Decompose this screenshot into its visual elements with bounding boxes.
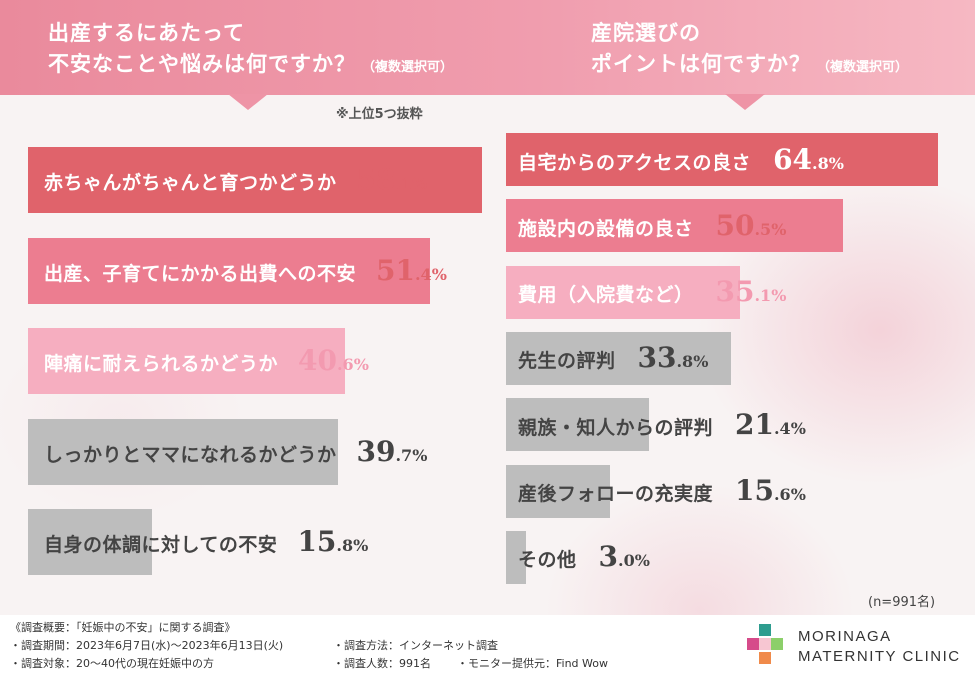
right-bar-label-4: 先生の評判 [518,350,616,373]
footer: 《調査概要：「妊娠中の不安」に関する調査》 ・調査期間：2023年6月7日(水)… [0,615,975,675]
right-header-arrow [725,94,765,110]
right-bar-label-7: その他 [518,549,577,572]
left-bar-2 [28,237,430,304]
survey-overview-title: 《調査概要：「妊娠中の不安」に関する調査》 [10,621,236,634]
left-bar-1 [28,147,483,213]
right-bar-value-dec-6: .6% [773,485,806,504]
right-chart-title: 産院選びの ポイントは何ですか？ （複数選択可） [591,18,908,83]
right-bar-value-int-5: 21 [735,407,774,441]
right-bar-label-3: 費用（入院費など） [518,284,694,307]
right-bar-label-2: 施設内の設備の良さ [518,217,694,240]
left-title-line2-text: 不安なことや悩みは何ですか？ [48,52,356,76]
left-bar-value-dec-2: .4% [414,264,447,284]
top5-note: ※上位5つ抜粋 [336,107,423,122]
left-title-line1: 出産するにあたって [48,21,245,45]
right-bar-value-dec-2: .5% [754,219,787,239]
logo-square-left [747,638,759,650]
right-bar-value-int-4: 33 [637,341,677,375]
survey-method: ・調査方法：インターネット調査 [333,639,498,652]
left-bar-value-dec-4: .7% [395,445,428,465]
left-chart-title: 出産するにあたって 不安なことや悩みは何ですか？ （複数選択可） [48,18,453,83]
left-bar-4 [28,418,339,485]
right-bar-2 [506,199,843,253]
right-bar-value-7: 3.0% [599,540,650,573]
right-bar-3 [506,265,741,319]
right-bar-label-6: 産後フォローの充実度 [518,483,714,505]
right-title-line2: ポイントは何ですか？ （複数選択可） [591,49,908,83]
right-bar-value-dec-1: .8% [812,153,844,173]
left-title-line2: 不安なことや悩みは何ですか？ （複数選択可） [48,49,453,83]
left-bar-label-2: 出産、子育てにかかる出費への不安 [44,262,357,285]
monitor-provider: ・モニター提供元：Find Wow [457,657,608,670]
left-bar-value-5: 15.8% [297,525,368,558]
left-bar-value-dec-5: .8% [336,536,369,555]
left-title-sub: （複数選択可） [362,60,454,75]
left-bar-value-int-4: 39 [356,434,396,468]
logo-square-top [759,624,771,636]
right-bar-value-int-3: 35 [715,275,755,309]
left-bar-value-int-2: 51 [376,253,415,287]
right-bar-value-2: 50.5% [716,209,787,242]
left-bar-5 [28,509,152,575]
right-bar-value-dec-4: .8% [676,352,709,372]
left-bar-value-dec-1: .1% [395,174,428,193]
right-title-line1: 産院選びの [591,21,701,45]
left-bar-value-2: 51.4% [376,254,447,287]
right-bar-value-int-2: 50 [715,208,755,242]
left-bar-label-3: 陣痛に耐えられるかどうか [44,353,279,375]
brand-name-line2: MATERNITY CLINIC [798,648,961,665]
right-bar-value-int-7: 3 [598,540,618,574]
left-bar-value-int-1: 58 [356,163,396,196]
right-bar-6 [506,464,611,518]
sample-size-note: (n=991名) [868,595,936,610]
right-bar-4 [506,331,732,385]
right-bar-value-int-1: 64 [773,142,813,176]
right-title-line2-text: ポイントは何ですか？ [591,52,811,76]
left-bar-label-4: しっかりとママになれるかどうか [44,443,337,466]
right-bar-value-5: 21.4% [735,408,806,441]
left-bar-label-1: 赤ちゃんがちゃんと育つかどうか [44,172,337,194]
logo-square-bottom [759,652,771,664]
logo-square-center [759,638,771,650]
right-bar-5 [506,398,649,452]
survey-period: ・調査期間：2023年6月7日(水)～2023年6月13日(火) [10,639,284,652]
right-bar-value-4: 33.8% [638,341,709,374]
left-bar-3 [28,328,346,394]
right-bar-value-int-6: 15 [735,474,774,507]
right-title-sub: （複数選択可） [817,60,909,75]
left-bar-value-int-3: 40 [298,344,337,377]
right-bar-value-dec-5: .4% [773,418,806,438]
right-bar-value-6: 15.6% [735,474,806,507]
right-bar-label-1: 自宅からのアクセスの良さ [518,151,752,174]
right-bar-label-5: 親族・知人からの評判 [518,416,714,439]
left-bar-label-5: 自身の体調に対しての不安 [44,534,278,556]
survey-count: ・調査人数：991名 [333,657,431,670]
left-header-arrow [228,94,268,110]
left-bar-value-dec-3: .6% [336,355,369,374]
left-bar-value-1: 58.1% [357,163,428,196]
brand-name-line1: MORINAGA [798,628,892,645]
right-bar-7 [506,530,526,584]
right-bar-1 [506,133,939,186]
clinic-logo-icon [747,624,783,664]
right-bar-value-1: 64.8% [773,143,844,176]
right-bar-value-dec-3: .1% [754,286,787,306]
survey-target: ・調査対象：20～40代の現在妊娠中の方 [10,657,214,670]
left-bar-value-4: 39.7% [357,435,428,468]
logo-square-right [771,638,783,650]
header-banner [0,0,975,95]
right-bar-value-3: 35.1% [716,275,787,308]
left-bar-value-3: 40.6% [298,344,369,377]
right-bar-value-dec-7: .0% [618,551,650,571]
left-bar-value-int-5: 15 [297,525,337,558]
